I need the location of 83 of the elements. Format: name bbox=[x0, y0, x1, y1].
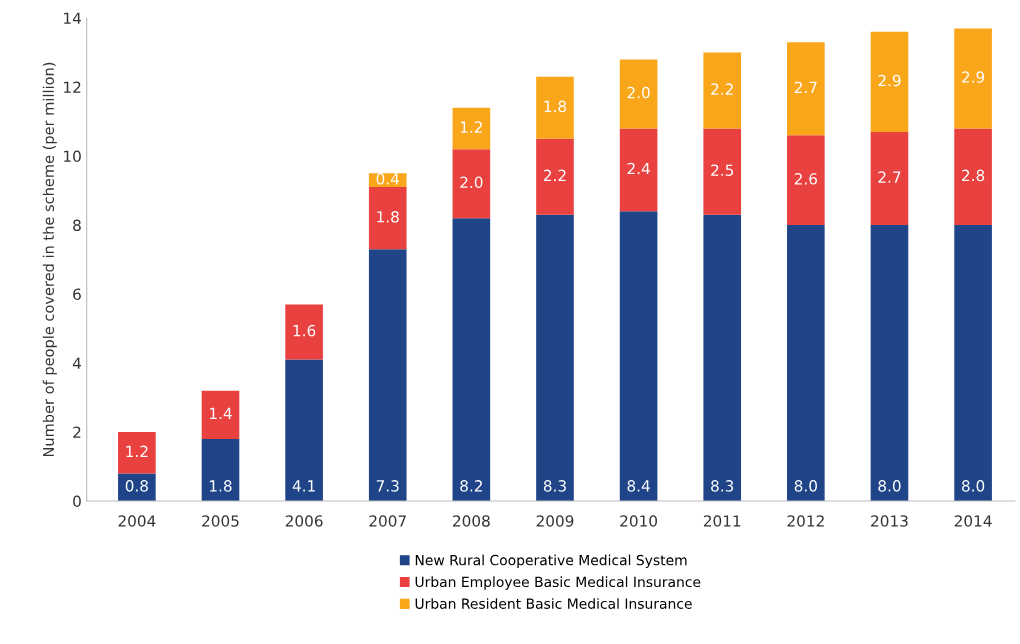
bar bbox=[452, 149, 491, 219]
bar bbox=[870, 225, 909, 502]
data-label: 8.0 bbox=[878, 480, 901, 492]
y-tick-label: 14 bbox=[64, 12, 81, 24]
x-tick-label: 2008 bbox=[453, 515, 490, 527]
data-label: 2.5 bbox=[711, 164, 734, 176]
bar bbox=[954, 225, 992, 502]
data-label: 2.6 bbox=[794, 173, 818, 185]
bar bbox=[368, 249, 407, 502]
legend-label: New Rural Cooperative Medical System bbox=[415, 554, 687, 569]
bar bbox=[536, 76, 574, 139]
data-label: 2.2 bbox=[711, 83, 733, 95]
bar bbox=[870, 131, 909, 226]
y-tick-label: 6 bbox=[73, 288, 81, 301]
bar bbox=[703, 214, 742, 502]
data-label: 8.3 bbox=[711, 480, 734, 492]
x-tick-label: 2014 bbox=[954, 515, 992, 527]
data-label: 1.8 bbox=[210, 480, 232, 492]
bar bbox=[452, 218, 491, 502]
legend-label: Urban Resident Basic Medical Insurance bbox=[415, 598, 692, 609]
data-label: 2.8 bbox=[962, 169, 985, 182]
y-tick-label: 10 bbox=[64, 150, 81, 163]
bar bbox=[118, 473, 156, 502]
y-tick-label: 4 bbox=[72, 357, 81, 369]
data-label: 2.0 bbox=[460, 176, 483, 189]
y-tick-label: 8 bbox=[73, 219, 81, 232]
y-tick-label: 12 bbox=[64, 81, 81, 93]
data-label: 1.2 bbox=[126, 445, 148, 457]
x-tick-label: 2010 bbox=[620, 515, 658, 527]
bar bbox=[118, 432, 156, 474]
bar bbox=[619, 211, 658, 502]
y-axis-title: Number of people covered in the scheme (per million) bbox=[42, 62, 57, 457]
data-label: 0.8 bbox=[125, 480, 148, 492]
data-label: 7.3 bbox=[376, 480, 399, 492]
data-label: 2.2 bbox=[543, 169, 566, 181]
bar bbox=[787, 135, 825, 226]
data-label: 2.9 bbox=[962, 71, 985, 83]
bar bbox=[787, 225, 825, 502]
data-label: 2.4 bbox=[627, 162, 650, 175]
y-tick-label: 2 bbox=[73, 426, 81, 438]
x-tick-label: 2007 bbox=[369, 515, 406, 527]
bar bbox=[954, 28, 992, 129]
bar bbox=[536, 138, 574, 215]
data-label: 4.1 bbox=[292, 480, 315, 492]
x-tick-label: 2005 bbox=[202, 515, 239, 527]
data-label: 1.6 bbox=[293, 324, 316, 337]
y-tick-label: 0 bbox=[73, 495, 81, 508]
x-tick-label: 2012 bbox=[787, 515, 824, 527]
legend-label: Urban Employee Basic Medical Insurance bbox=[415, 576, 701, 590]
bar bbox=[368, 187, 407, 250]
x-tick-label: 2009 bbox=[536, 515, 574, 527]
data-label: 1.8 bbox=[377, 211, 399, 223]
bar bbox=[870, 31, 909, 132]
bar bbox=[285, 304, 323, 360]
bar bbox=[201, 438, 240, 502]
data-label: 1.8 bbox=[544, 100, 567, 113]
data-label: 2.7 bbox=[794, 81, 817, 93]
data-label: 1.4 bbox=[210, 407, 232, 419]
x-tick-label: 2004 bbox=[118, 515, 156, 527]
data-label: 0.4 bbox=[376, 173, 400, 185]
x-tick-label: 2006 bbox=[285, 515, 323, 527]
bar bbox=[285, 359, 323, 502]
bar bbox=[703, 128, 742, 215]
bar bbox=[787, 42, 825, 136]
data-label: 8.0 bbox=[961, 480, 985, 492]
bar bbox=[536, 214, 574, 502]
bar bbox=[452, 107, 491, 150]
x-tick-label: 2011 bbox=[703, 515, 741, 527]
data-label: 2.0 bbox=[627, 86, 650, 99]
data-label: 2.7 bbox=[878, 171, 901, 183]
bar bbox=[954, 128, 992, 226]
bar bbox=[619, 59, 658, 129]
data-label: 8.2 bbox=[460, 480, 482, 492]
data-label: 1.2 bbox=[460, 121, 482, 133]
data-label: 8.3 bbox=[543, 480, 566, 492]
x-tick-label: 2013 bbox=[871, 515, 908, 527]
data-label: 8.0 bbox=[794, 480, 817, 492]
bar bbox=[703, 52, 742, 129]
data-label: 2.9 bbox=[878, 74, 901, 87]
bar bbox=[201, 390, 240, 439]
bar bbox=[368, 173, 407, 188]
bar bbox=[619, 128, 658, 212]
data-label: 8.4 bbox=[627, 480, 650, 492]
